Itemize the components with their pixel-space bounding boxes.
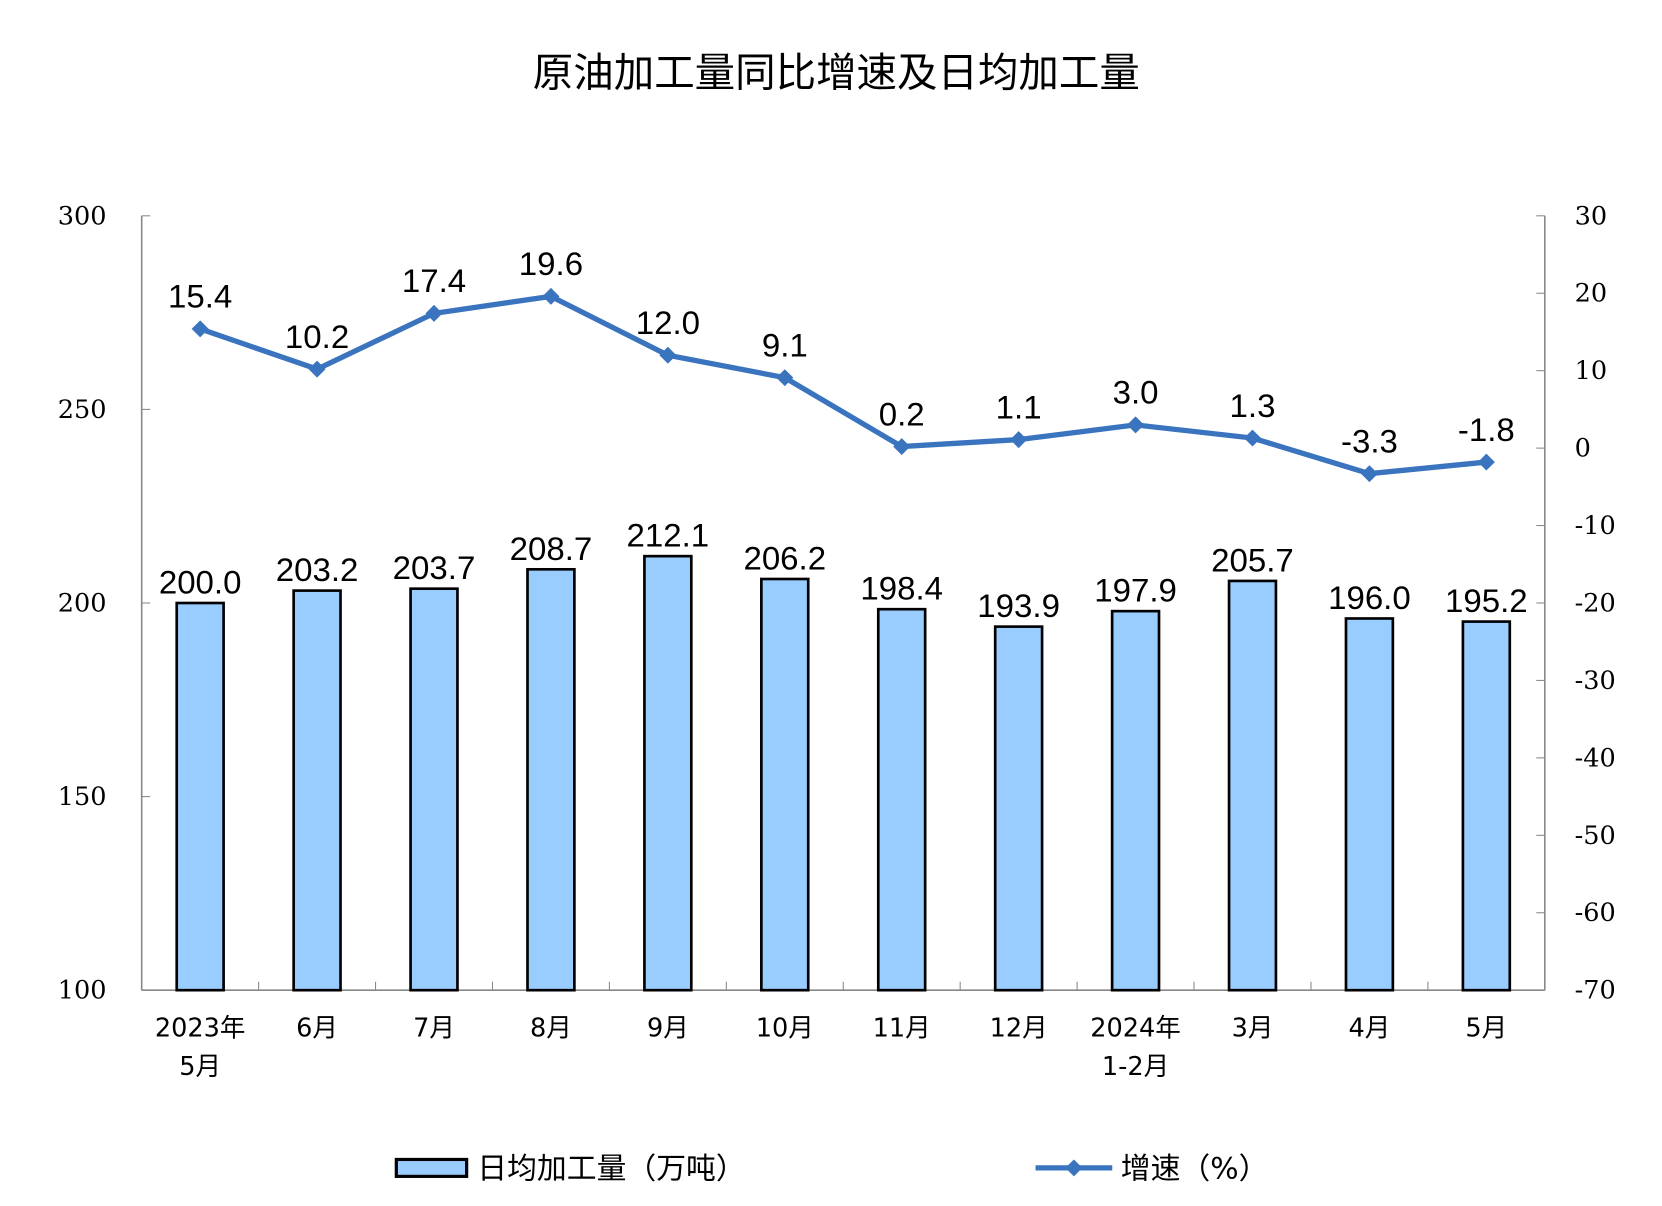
left-tick-label: 150 [58, 782, 107, 812]
line-point [1010, 431, 1028, 449]
line-point [308, 360, 326, 378]
line-data-label: 1.1 [996, 389, 1042, 426]
line-point [425, 304, 443, 322]
line-data-label: 12.0 [636, 304, 700, 341]
bar [643, 554, 693, 992]
bar [292, 589, 342, 992]
line-data-label: 19.6 [519, 245, 583, 282]
right-tick-label: -50 [1575, 821, 1616, 851]
bar-data-label: 203.2 [276, 551, 359, 588]
line-data-label: 3.0 [1113, 374, 1159, 411]
growth-line [199, 293, 1487, 477]
legend-line-marker [1065, 1159, 1083, 1177]
bar [1110, 609, 1161, 992]
line-point [1477, 453, 1495, 471]
bar [409, 587, 459, 992]
right-tick-label: 10 [1575, 356, 1608, 386]
line-data-label: -3.3 [1341, 423, 1398, 460]
bar [175, 601, 225, 992]
bar-data-label: 193.9 [977, 587, 1060, 624]
line-point [893, 438, 911, 456]
legend-line-label: 增速（%） [1121, 1152, 1269, 1187]
line-data-label: 17.4 [402, 262, 466, 299]
right-tick-label: -40 [1575, 743, 1616, 773]
x-tick-label: 2023年 [155, 1014, 246, 1044]
line-point [1360, 465, 1378, 483]
bar-data-label: 198.4 [860, 570, 943, 607]
bar-data-label: 206.2 [743, 540, 826, 577]
x-tick-label: 8月 [530, 1014, 572, 1044]
left-tick-label: 250 [58, 395, 107, 425]
bar-data-label: 195.2 [1445, 582, 1528, 619]
x-tick-label: 6月 [296, 1014, 338, 1044]
bar [526, 567, 576, 992]
x-tick-label: 4月 [1349, 1014, 1391, 1044]
bar-data-label: 208.7 [510, 530, 593, 567]
bar [1227, 579, 1278, 992]
x-tick-label: 5月 [179, 1052, 221, 1082]
x-tick-label: 7月 [413, 1014, 455, 1044]
line-data-label: 10.2 [285, 318, 349, 355]
bar-data-label: 203.7 [393, 549, 476, 586]
right-tick-label: -20 [1575, 589, 1616, 619]
line-point [1243, 429, 1262, 447]
right-tick-label: -10 [1575, 511, 1616, 541]
right-tick-label: -30 [1575, 666, 1616, 696]
left-tick-label: 300 [58, 201, 107, 231]
x-tick-label: 10月 [756, 1014, 814, 1044]
legend-bar-swatch [394, 1157, 469, 1178]
x-tick-label: 1-2月 [1102, 1052, 1169, 1082]
line-data-label: 1.3 [1230, 387, 1276, 424]
line-point [542, 287, 560, 305]
line-data-label: 0.2 [879, 396, 925, 433]
line-point [659, 346, 677, 364]
bar [876, 607, 927, 992]
line-point [1127, 416, 1145, 434]
legend-bar-label: 日均加工量（万吨） [477, 1152, 745, 1187]
x-tick-label: 3月 [1232, 1014, 1274, 1044]
line-data-label: 15.4 [168, 278, 232, 315]
line-data-label: -1.8 [1458, 411, 1515, 448]
bar-data-label: 196.0 [1328, 579, 1411, 616]
bar-data-label: 197.9 [1094, 572, 1177, 609]
bar-data-label: 212.1 [627, 517, 710, 554]
x-tick-label: 12月 [990, 1014, 1048, 1044]
x-tick-label: 11月 [873, 1014, 931, 1044]
left-tick-label: 100 [58, 976, 107, 1006]
bar [1461, 620, 1512, 992]
left-tick-label: 200 [58, 589, 107, 619]
right-tick-label: 20 [1575, 279, 1608, 309]
x-tick-label: 9月 [647, 1014, 689, 1044]
right-tick-label: 0 [1575, 434, 1591, 464]
bar [993, 625, 1044, 992]
right-tick-label: 30 [1575, 201, 1608, 231]
bar-data-label: 200.0 [159, 564, 242, 601]
right-tick-label: -70 [1575, 976, 1616, 1006]
line-point [191, 320, 209, 338]
bar [1344, 617, 1395, 992]
bar-data-label: 205.7 [1211, 542, 1294, 579]
line-data-label: 9.1 [762, 327, 808, 364]
right-tick-label: -60 [1575, 898, 1616, 928]
x-tick-label: 5月 [1465, 1014, 1507, 1044]
x-tick-label: 2024年 [1090, 1014, 1181, 1044]
bar [760, 577, 810, 992]
chart-title: 原油加工量同比增速及日均加工量 [533, 50, 1140, 97]
